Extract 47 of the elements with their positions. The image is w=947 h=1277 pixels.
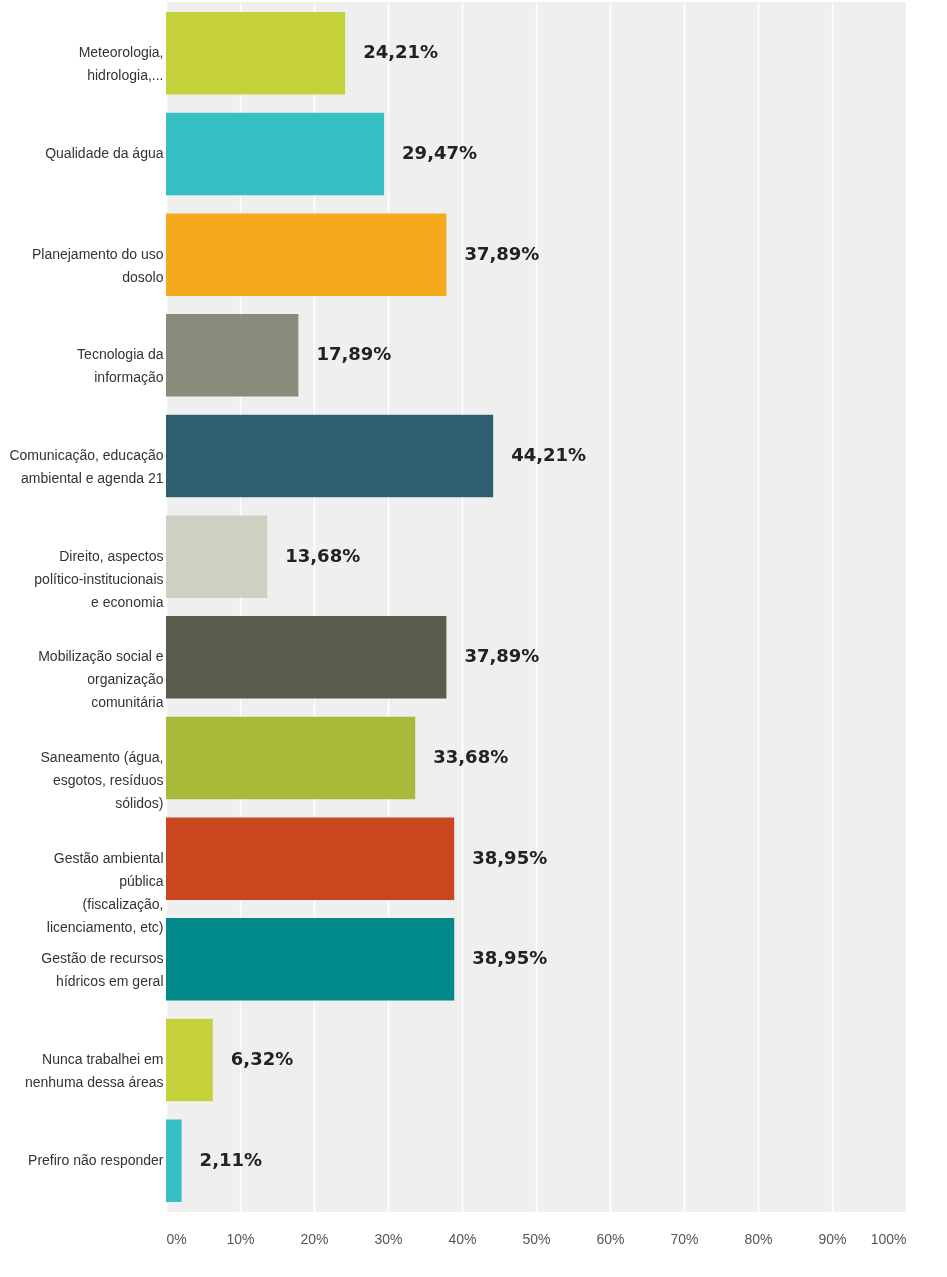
data-label: 38,95% <box>472 947 548 969</box>
data-label: 37,89% <box>464 242 540 264</box>
bar <box>166 616 447 699</box>
bar <box>166 12 346 95</box>
y-tick-label: Prefiro não responder <box>28 1151 164 1168</box>
bar <box>166 314 299 397</box>
bar <box>166 515 268 598</box>
bar <box>166 1018 213 1102</box>
x-tick-label: 20% <box>300 1230 329 1247</box>
bar <box>166 1119 182 1202</box>
y-tick-label: Direito, aspectos político-institucionais e economia <box>34 547 164 610</box>
data-label: 17,89% <box>316 343 392 365</box>
data-label: 6,32% <box>230 1047 294 1069</box>
y-tick-label: Saneamento (água, esgotos, resíduos sólidos) <box>40 749 164 811</box>
bar <box>166 817 455 900</box>
y-tick-label: Meteorologia, hidrologia,... <box>78 44 164 84</box>
x-tick-label: 100% <box>870 1230 907 1247</box>
y-tick-label: Planejamento do uso dosolo <box>31 245 164 285</box>
bar <box>166 716 416 800</box>
data-label: 29,47% <box>402 142 478 163</box>
x-tick-label: 30% <box>374 1230 403 1247</box>
data-label: 33,68% <box>433 746 509 767</box>
y-tick-label: Comunicação, educação ambiental e agenda 21 <box>9 447 164 486</box>
y-tick-label: Qualidade da água <box>45 145 164 161</box>
x-tick-label: 50% <box>522 1230 551 1247</box>
bar <box>166 414 494 498</box>
bar <box>166 213 447 296</box>
x-tick-label: 70% <box>670 1230 699 1247</box>
data-label: 44,21% <box>511 444 587 465</box>
x-tick-label: 10% <box>226 1230 255 1247</box>
y-tick-label: Tecnologia da informação <box>77 346 164 386</box>
x-tick-label: 60% <box>596 1230 625 1247</box>
x-tick-label: 90% <box>818 1230 847 1247</box>
data-label: 24,21% <box>363 41 439 63</box>
x-tick-label: 80% <box>744 1230 773 1247</box>
data-label: 13,68% <box>285 544 361 566</box>
x-tick-label: 0% <box>166 1230 187 1247</box>
y-tick-label: Gestão de recursos hídricos em geral <box>41 950 164 990</box>
bar <box>166 918 455 1001</box>
data-label: 38,95% <box>472 846 548 868</box>
y-tick-label: Gestão ambiental pública (fiscalização, licenciamento, etc) <box>46 849 164 935</box>
y-tick-label: Nunca trabalhei em nenhuma dessa áreas <box>24 1050 164 1090</box>
y-tick-label: Mobilização social e organização comunitária <box>38 648 164 711</box>
data-label: 2,11% <box>199 1148 263 1170</box>
bar <box>166 112 385 196</box>
x-tick-label: 40% <box>448 1230 477 1247</box>
data-label: 37,89% <box>464 645 540 667</box>
